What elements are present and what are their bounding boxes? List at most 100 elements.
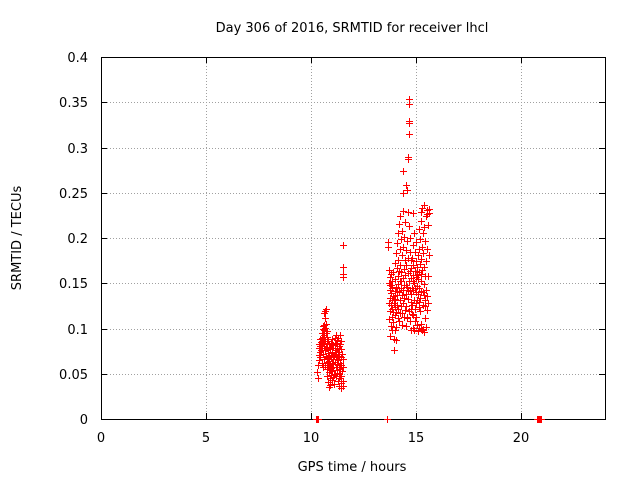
y-tick-labels: 0 0.05 0.1 0.15 0.2 0.25 0.3 0.35 0.4 <box>59 51 88 428</box>
data-point <box>396 318 403 325</box>
data-point <box>392 276 399 283</box>
data-point <box>401 295 408 302</box>
data-point <box>388 323 395 330</box>
data-point <box>393 250 400 257</box>
data-point <box>413 258 420 265</box>
data-point <box>329 377 336 384</box>
x-tick-label: 10 <box>303 431 320 446</box>
data-point <box>424 246 431 253</box>
data-point <box>421 281 428 288</box>
data-point <box>393 324 400 331</box>
data-point <box>408 291 415 298</box>
data-point <box>386 267 393 274</box>
data-point <box>317 354 324 361</box>
y-tick-label: 0.4 <box>67 51 88 66</box>
data-point <box>421 224 428 231</box>
data-point <box>421 292 428 299</box>
data-point <box>419 244 426 251</box>
data-point <box>406 101 413 108</box>
y-tick-label: 0.35 <box>59 96 88 111</box>
data-point <box>405 154 412 161</box>
data-point <box>413 314 420 321</box>
data-point <box>400 168 407 175</box>
data-point <box>411 327 418 334</box>
x-tick-label: 5 <box>202 431 210 446</box>
data-point <box>399 310 406 317</box>
data-point <box>417 295 424 302</box>
data-point <box>400 190 407 197</box>
data-point <box>538 416 545 423</box>
y-tick-label: 0 <box>80 413 88 428</box>
data-point <box>417 261 424 268</box>
grid-lines <box>101 57 605 419</box>
x-tick-label: 15 <box>408 431 425 446</box>
data-point <box>404 187 411 194</box>
data-point <box>337 341 344 348</box>
data-point <box>340 264 347 271</box>
data-point <box>329 336 336 343</box>
data-point <box>324 328 331 335</box>
data-point <box>413 300 420 307</box>
data-point <box>338 338 345 345</box>
chart-title: Day 306 of 2016, SRMTID for receiver lhc… <box>216 21 489 36</box>
y-tick-label: 0.25 <box>59 187 88 202</box>
data-point <box>407 235 414 242</box>
data-point <box>406 120 413 127</box>
data-point <box>425 222 432 229</box>
data-point <box>404 314 411 321</box>
y-tick-label: 0.2 <box>67 232 88 247</box>
data-point <box>421 264 428 271</box>
data-point <box>394 302 401 309</box>
data-point <box>423 287 430 294</box>
data-point <box>315 362 322 369</box>
data-point <box>426 210 433 217</box>
data-point <box>316 357 323 364</box>
data-point <box>391 347 398 354</box>
data-point <box>422 297 429 304</box>
data-point <box>421 329 428 336</box>
data-point <box>390 319 397 326</box>
data-point <box>324 334 331 341</box>
data-point <box>339 368 346 375</box>
data-point <box>327 382 334 389</box>
data-point <box>412 268 419 275</box>
data-point <box>411 230 418 237</box>
data-point <box>420 230 427 237</box>
data-point <box>397 297 404 304</box>
data-point <box>418 271 425 278</box>
data-point <box>402 307 409 314</box>
data-point <box>422 315 429 322</box>
data-point <box>409 311 416 318</box>
data-point <box>329 368 336 375</box>
data-point <box>406 223 413 230</box>
data-point <box>400 244 407 251</box>
data-point <box>418 209 425 216</box>
data-point <box>389 285 396 292</box>
data-point <box>397 213 404 220</box>
y-tick-label: 0.3 <box>67 142 88 157</box>
x-axis-label: GPS time / hours <box>298 460 407 475</box>
y-axis-label: SRMTID / TECUs <box>10 186 25 291</box>
data-point <box>404 238 411 245</box>
plot-border <box>101 57 606 420</box>
data-point <box>392 260 399 267</box>
data-point <box>410 262 417 269</box>
y-tick-label: 0.1 <box>67 323 88 338</box>
data-point <box>340 356 347 363</box>
data-point <box>314 369 321 376</box>
y-tick-label: 0.15 <box>59 277 88 292</box>
data-point <box>422 303 429 310</box>
data-point <box>417 236 424 243</box>
data-point <box>390 269 397 276</box>
data-point <box>415 252 422 259</box>
data-point <box>403 247 410 254</box>
data-point <box>329 360 336 367</box>
data-point <box>397 262 404 269</box>
data-point <box>416 226 423 233</box>
data-point <box>338 346 345 353</box>
data-point <box>395 306 402 313</box>
data-point <box>400 208 407 215</box>
data-point <box>403 262 410 269</box>
data-point <box>415 291 422 298</box>
